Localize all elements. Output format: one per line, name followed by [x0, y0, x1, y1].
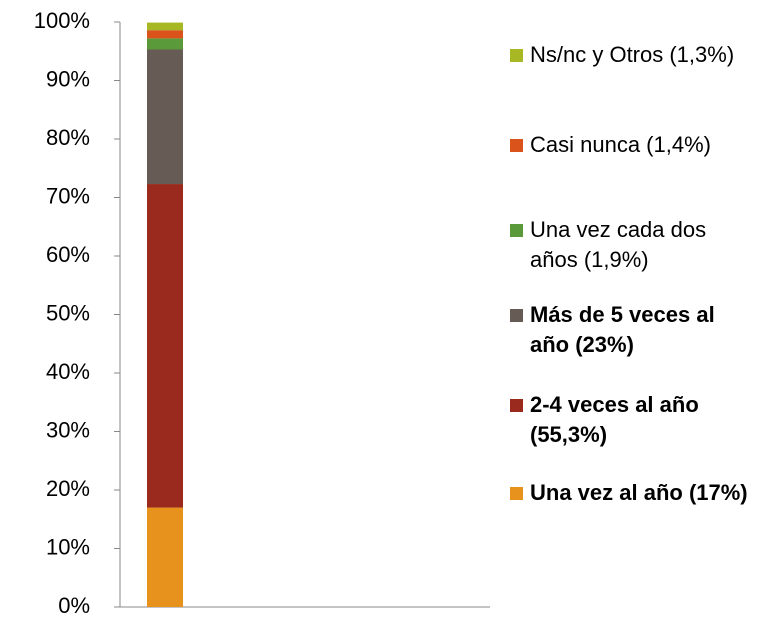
- legend-label: 2-4 veces al año (55,3%): [530, 392, 699, 447]
- legend-swatch: [510, 49, 523, 62]
- bar-segment: [147, 49, 183, 185]
- y-tick-label: 40%: [46, 359, 90, 384]
- y-tick-label: 10%: [46, 534, 90, 559]
- legend-swatch: [510, 139, 523, 152]
- y-tick-label: 80%: [46, 125, 90, 150]
- y-tick-label: 60%: [46, 242, 90, 267]
- bar-segment: [147, 22, 183, 31]
- legend-label: Una vez cada dos años (1,9%): [530, 217, 707, 272]
- legend-swatch: [510, 487, 523, 500]
- bar-segment: [147, 184, 183, 508]
- legend-entry: Una vez al año (17%): [510, 478, 780, 508]
- legend-entry: Ns/nc y Otros (1,3%): [510, 40, 780, 70]
- legend-swatch: [510, 399, 523, 412]
- y-tick-label: 20%: [46, 476, 90, 501]
- legend-swatch: [510, 224, 523, 237]
- y-tick-label: 100%: [34, 8, 90, 33]
- y-tick-label: 90%: [46, 66, 90, 91]
- legend-label: Más de 5 veces al año (23%): [530, 302, 715, 357]
- bar-segment: [147, 38, 183, 50]
- y-tick-label: 70%: [46, 183, 90, 208]
- legend-label: Una vez al año (17%): [530, 480, 748, 505]
- y-tick-label: 50%: [46, 300, 90, 325]
- legend-entry: Una vez cada dos años (1,9%): [510, 215, 780, 275]
- y-tick-label: 0%: [58, 593, 90, 618]
- bar-segment: [147, 507, 183, 607]
- y-tick-label: 30%: [46, 417, 90, 442]
- legend-label: Casi nunca (1,4%): [530, 132, 711, 157]
- legend-swatch: [510, 309, 523, 322]
- legend-entry: Más de 5 veces al año (23%): [510, 300, 780, 360]
- legend-label: Ns/nc y Otros (1,3%): [530, 42, 735, 67]
- legend-entry: 2-4 veces al año (55,3%): [510, 390, 780, 450]
- bar-segment: [147, 30, 183, 39]
- legend-entry: Casi nunca (1,4%): [510, 130, 780, 160]
